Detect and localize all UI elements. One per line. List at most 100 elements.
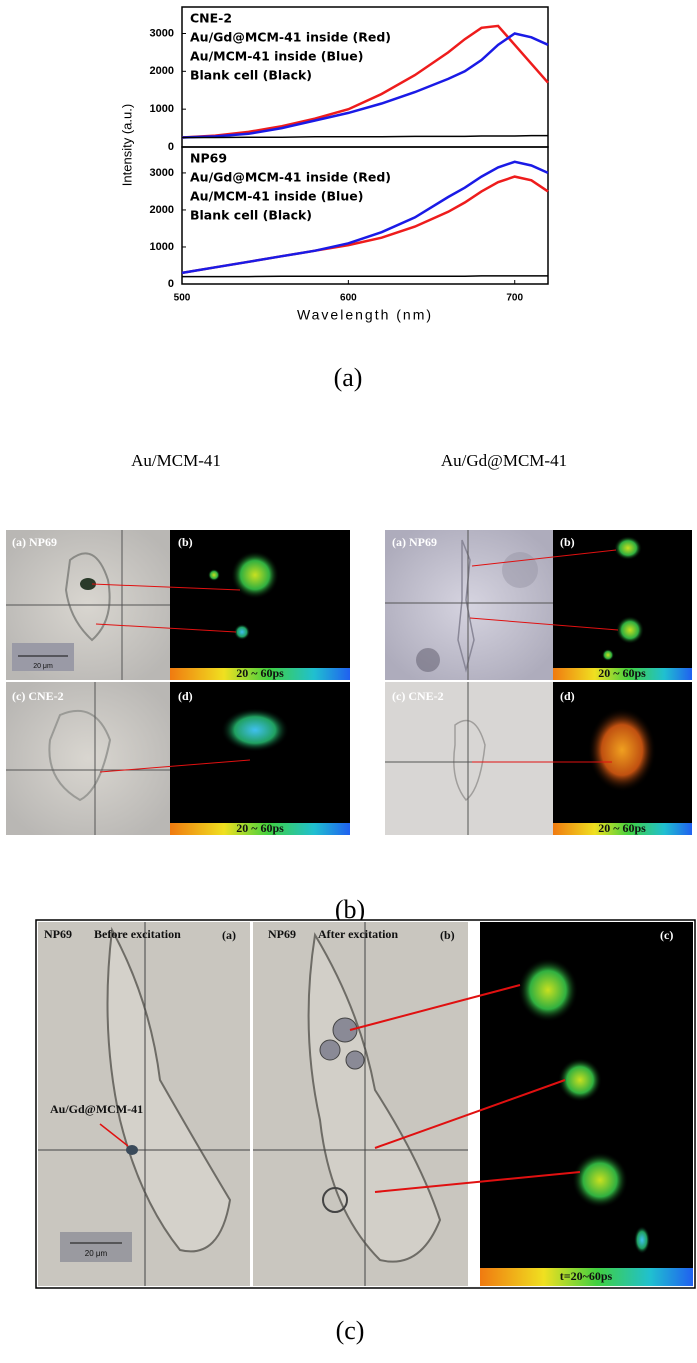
arrow <box>374 1171 581 1193</box>
sample-label: NP69 <box>44 927 72 941</box>
time-range: 20 ~ 60ps <box>598 821 646 835</box>
legend-entry: Au/MCM-41 inside (Blue) <box>190 49 363 64</box>
y-tick-label: 2000 <box>150 204 174 216</box>
y-tick-label: 0 <box>168 278 174 290</box>
series-line <box>181 32 549 139</box>
panel-label: (c) CNE-2 <box>392 689 444 703</box>
y-tick-label: 2000 <box>150 65 174 77</box>
signal-blob <box>588 708 656 792</box>
time-range: 20 ~ 60ps <box>236 666 284 680</box>
panel-label: (b) <box>335 895 365 924</box>
cell-outline <box>106 926 232 1253</box>
x-tick-label: 600 <box>340 293 357 304</box>
brightfield-image <box>385 682 553 835</box>
signal-blob <box>518 958 578 1022</box>
color-bar <box>170 668 350 680</box>
cell-outline <box>64 552 111 642</box>
panel-label: (a) <box>222 928 236 942</box>
x-axis-label: Wavelength (nm) <box>297 307 433 323</box>
cell-outline <box>453 719 486 802</box>
x-tick-label: 500 <box>174 293 191 304</box>
signal-blob <box>602 649 614 661</box>
signal-blob <box>634 1226 650 1254</box>
plot-frame <box>181 146 549 285</box>
particle <box>80 578 96 590</box>
series-line <box>182 134 548 139</box>
panel-label: (c) CNE-2 <box>12 689 64 703</box>
vesicle <box>332 1017 358 1043</box>
scale-label: 20 μm <box>33 663 53 670</box>
time-range: t=20~60ps <box>560 1269 613 1283</box>
time-range: 20 ~ 60ps <box>598 666 646 680</box>
series-line <box>181 160 549 275</box>
spectra: 0 1000 2000 3000 CNE-2 Au/Gd@MCM-41 inside (R… <box>150 6 549 304</box>
arrow <box>91 583 241 591</box>
panel-label: (b) <box>178 535 193 549</box>
panel-label: (b) <box>440 928 455 942</box>
cell-outline <box>307 932 442 1263</box>
background-spot <box>416 648 440 672</box>
panel-label: (a) NP69 <box>392 535 437 549</box>
signal-blob <box>221 708 289 752</box>
panel-label: (a) NP69 <box>12 535 57 549</box>
state-label: Before excitation <box>94 927 181 941</box>
signal-blob <box>234 624 250 640</box>
legend-entry: Blank cell (Black) <box>190 208 312 223</box>
particle <box>126 1145 138 1155</box>
flim-image <box>480 922 693 1286</box>
scale-box <box>12 643 74 671</box>
arrow <box>469 617 619 631</box>
arrow <box>99 1123 129 1147</box>
y-tick-label: 1000 <box>150 241 174 253</box>
scale-label: 20 μm <box>85 1249 108 1258</box>
column-title: Au/MCM-41 <box>131 451 221 470</box>
brightfield-image <box>6 682 170 835</box>
arrow <box>374 1079 566 1149</box>
signal-blob <box>231 551 279 599</box>
panel-label: (d) <box>178 689 193 703</box>
cell-outline <box>457 539 475 673</box>
legend-entry: Blank cell (Black) <box>190 68 312 83</box>
panel-label: (c) <box>336 1316 365 1345</box>
y-axis-label: Intensity (a.u.) <box>119 104 134 186</box>
signal-blob <box>572 1152 628 1208</box>
color-bar <box>170 823 350 835</box>
background-spot <box>502 552 538 588</box>
particle-label: Au/Gd@MCM-41 <box>50 1102 143 1116</box>
vesicle <box>319 1039 341 1061</box>
y-tick-label: 3000 <box>150 27 174 39</box>
micrograph-group: 20 μm (a) NP69 20 ~ 60ps (b) (c) CNE-2 2… <box>6 530 350 835</box>
flim-image <box>170 682 350 835</box>
series-line <box>182 275 548 278</box>
signal-blob <box>208 569 220 581</box>
arrow <box>95 623 237 633</box>
signal-blob <box>616 616 644 644</box>
arrow <box>471 549 617 567</box>
legend-entry: Au/MCM-41 inside (Blue) <box>190 189 363 204</box>
panel-label: (d) <box>560 689 575 703</box>
color-bar <box>553 823 692 835</box>
vesicle <box>345 1050 365 1070</box>
y-tick-label: 0 <box>168 141 174 153</box>
column-title: Au/Gd@MCM-41 <box>441 451 567 470</box>
panel-label: (a) <box>334 363 363 392</box>
color-bar <box>553 668 692 680</box>
x-tick-label: 700 <box>506 293 523 304</box>
signal-blob <box>614 536 642 560</box>
arrow <box>99 759 251 773</box>
state-label: After excitation <box>318 927 398 941</box>
vesicle <box>322 1187 348 1213</box>
chart-title: CNE-2 <box>190 11 232 26</box>
legend-entry: Au/Gd@MCM-41 inside (Red) <box>190 30 391 45</box>
cell-outline <box>48 710 112 802</box>
y-tick-label: 1000 <box>150 103 174 115</box>
panel-label: (b) <box>560 535 575 549</box>
legend-entry: Au/Gd@MCM-41 inside (Red) <box>190 170 391 185</box>
scale-box <box>60 1232 132 1262</box>
y-tick-label: 3000 <box>150 167 174 179</box>
chart-title: NP69 <box>190 151 227 166</box>
micrograph-group: (a) NP69 20 ~ 60ps (b) (c) CNE-2 20 ~ 60… <box>385 530 692 835</box>
panel-label: (c) <box>660 928 673 942</box>
